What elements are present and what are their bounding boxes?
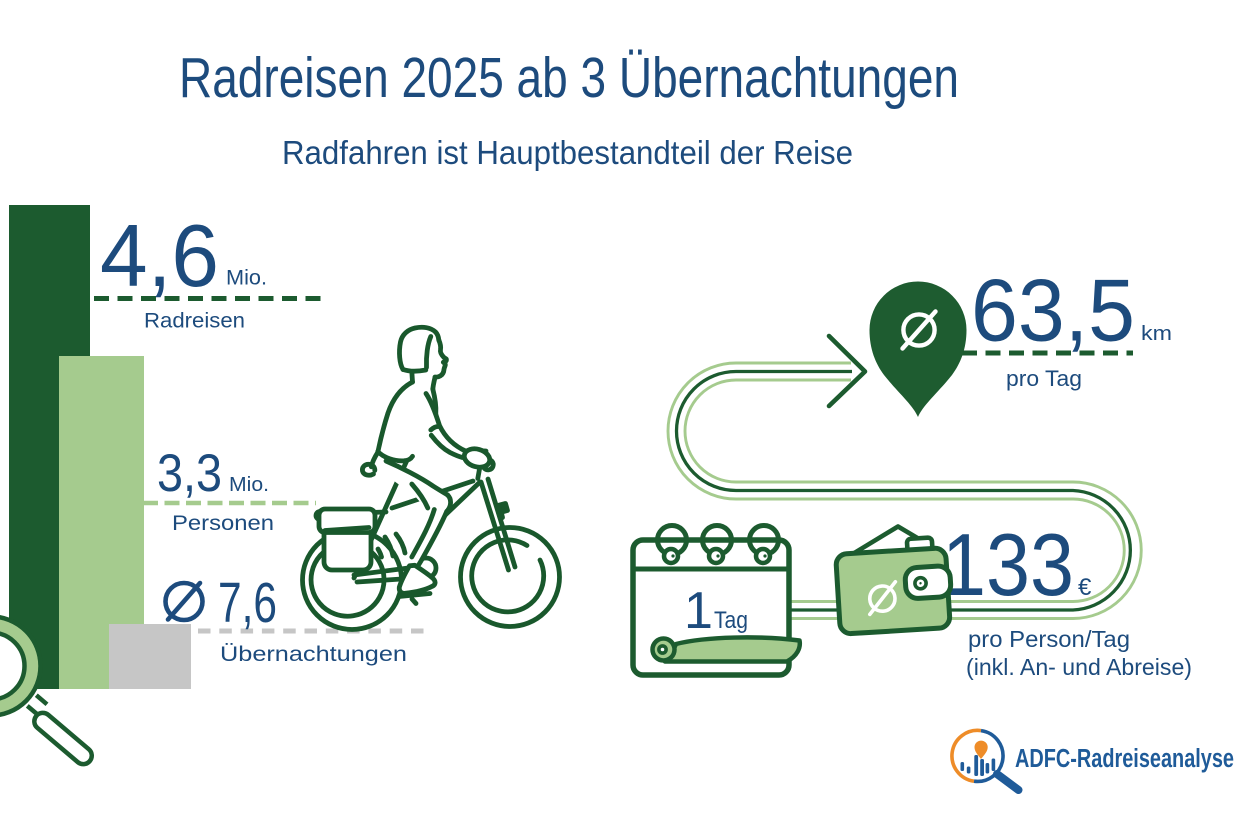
svg-text:Radreisen: Radreisen	[144, 310, 245, 333]
svg-text:Personen: Personen	[172, 512, 274, 535]
svg-text:7,6: 7,6	[218, 571, 277, 635]
svg-text:63,5: 63,5	[971, 261, 1135, 360]
svg-text:1: 1	[684, 582, 713, 640]
svg-text:3,3: 3,3	[157, 444, 222, 503]
svg-text:Mio.: Mio.	[226, 267, 267, 290]
svg-text:Radreisen 2025 ab 3 Übernachtu: Radreisen 2025 ab 3 Übernachtungen	[179, 46, 959, 110]
svg-text:133: 133	[942, 515, 1074, 614]
svg-text:pro Tag: pro Tag	[1006, 366, 1082, 391]
svg-text:km: km	[1141, 323, 1172, 345]
svg-text:€: €	[1078, 574, 1092, 601]
svg-text:ADFC-Radreiseanalyse: ADFC-Radreiseanalyse	[1015, 745, 1234, 773]
svg-text:(inkl. An- und Abreise): (inkl. An- und Abreise)	[966, 654, 1192, 680]
svg-text:Radfahren ist Hauptbestandteil: Radfahren ist Hauptbestandteil der Reise	[282, 134, 853, 171]
svg-text:pro Person/Tag: pro Person/Tag	[968, 626, 1130, 652]
svg-text:Übernachtungen: Übernachtungen	[220, 643, 407, 666]
svg-text:Mio.: Mio.	[229, 474, 269, 496]
svg-text:4,6: 4,6	[100, 206, 219, 305]
svg-text:Tag: Tag	[714, 607, 748, 634]
